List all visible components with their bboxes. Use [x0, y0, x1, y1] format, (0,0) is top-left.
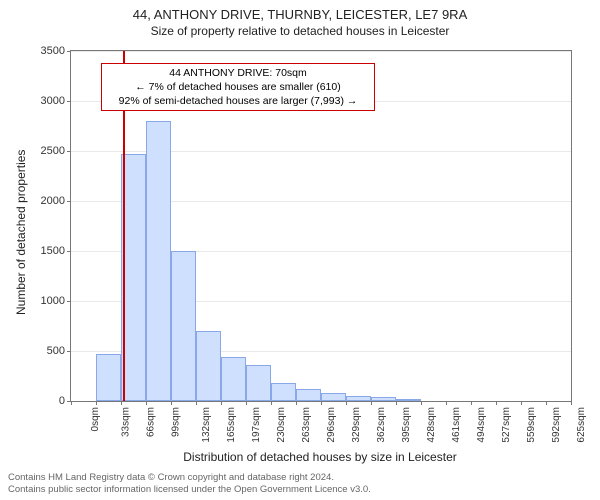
x-tick-label: 197sqm — [251, 407, 262, 443]
y-tick-label: 500 — [47, 345, 65, 357]
x-tick-label: 362sqm — [376, 407, 387, 443]
annotation-box: 44 ANTHONY DRIVE: 70sqm← 7% of detached … — [101, 63, 375, 111]
x-tick-label: 33sqm — [121, 407, 132, 437]
x-tick-label: 461sqm — [451, 407, 462, 443]
y-tick-label: 1000 — [41, 295, 65, 307]
y-tick-mark — [67, 201, 71, 202]
x-tick-mark — [221, 401, 222, 405]
y-tick-mark — [67, 251, 71, 252]
x-tick-mark — [371, 401, 372, 405]
annotation-line: ← 7% of detached houses are smaller (610… — [108, 80, 368, 94]
y-tick-mark — [67, 51, 71, 52]
x-tick-label: 165sqm — [226, 407, 237, 443]
x-tick-label: 329sqm — [351, 407, 362, 443]
y-tick-mark — [67, 101, 71, 102]
footer-line-1: Contains HM Land Registry data © Crown c… — [8, 472, 371, 484]
page-title: 44, ANTHONY DRIVE, THURNBY, LEICESTER, L… — [0, 6, 600, 23]
x-tick-label: 494sqm — [476, 407, 487, 443]
x-tick-mark — [246, 401, 247, 405]
x-tick-mark — [571, 401, 572, 405]
histogram-bar — [221, 357, 246, 401]
y-tick-label: 2000 — [41, 195, 65, 207]
y-tick-label: 3500 — [41, 45, 65, 57]
histogram-bar — [321, 393, 346, 401]
y-tick-mark — [67, 351, 71, 352]
x-tick-mark — [396, 401, 397, 405]
y-tick-mark — [67, 301, 71, 302]
x-tick-mark — [521, 401, 522, 405]
histogram-bar — [346, 396, 371, 402]
x-tick-label: 0sqm — [90, 407, 101, 431]
histogram-bar — [246, 365, 271, 401]
x-tick-label: 99sqm — [171, 407, 182, 437]
x-tick-label: 296sqm — [326, 407, 337, 443]
x-tick-mark — [196, 401, 197, 405]
histogram-bar — [96, 354, 121, 401]
x-tick-mark — [321, 401, 322, 405]
x-tick-label: 592sqm — [551, 407, 562, 443]
x-tick-label: 66sqm — [146, 407, 157, 437]
x-tick-mark — [71, 401, 72, 405]
x-tick-label: 395sqm — [401, 407, 412, 443]
x-tick-mark — [121, 401, 122, 405]
plot-area: 05001000150020002500300035000sqm33sqm66s… — [70, 50, 572, 402]
x-tick-mark — [171, 401, 172, 405]
page-subtitle: Size of property relative to detached ho… — [0, 23, 600, 40]
gridline — [71, 51, 571, 52]
x-tick-label: 527sqm — [501, 407, 512, 443]
x-tick-mark — [96, 401, 97, 405]
annotation-line: 92% of semi-detached houses are larger (… — [108, 94, 368, 108]
x-tick-mark — [146, 401, 147, 405]
x-tick-mark — [446, 401, 447, 405]
x-tick-mark — [271, 401, 272, 405]
histogram-bar — [196, 331, 221, 401]
x-axis-label: Distribution of detached houses by size … — [70, 450, 570, 464]
footer-line-2: Contains public sector information licen… — [8, 484, 371, 496]
x-tick-label: 559sqm — [526, 407, 537, 443]
histogram-bar — [396, 399, 421, 402]
y-tick-label: 3000 — [41, 95, 65, 107]
histogram-bar — [371, 397, 396, 402]
x-tick-mark — [421, 401, 422, 405]
y-tick-label: 0 — [59, 395, 65, 407]
page: 44, ANTHONY DRIVE, THURNBY, LEICESTER, L… — [0, 0, 600, 500]
x-tick-label: 132sqm — [201, 407, 212, 443]
title-block: 44, ANTHONY DRIVE, THURNBY, LEICESTER, L… — [0, 6, 600, 40]
x-tick-label: 625sqm — [576, 407, 587, 443]
histogram-bar — [296, 389, 321, 401]
histogram-bar — [271, 383, 296, 401]
x-tick-label: 230sqm — [276, 407, 287, 443]
histogram-bar — [171, 251, 196, 401]
x-tick-mark — [546, 401, 547, 405]
y-axis-label: Number of detached properties — [14, 150, 28, 315]
x-tick-label: 428sqm — [426, 407, 437, 443]
y-tick-label: 1500 — [41, 245, 65, 257]
license-footer: Contains HM Land Registry data © Crown c… — [8, 472, 371, 496]
x-tick-mark — [296, 401, 297, 405]
x-tick-mark — [346, 401, 347, 405]
x-tick-label: 263sqm — [301, 407, 312, 443]
y-tick-label: 2500 — [41, 145, 65, 157]
y-tick-mark — [67, 151, 71, 152]
annotation-line: 44 ANTHONY DRIVE: 70sqm — [108, 66, 368, 80]
x-tick-mark — [496, 401, 497, 405]
histogram-bar — [146, 121, 171, 401]
x-tick-mark — [471, 401, 472, 405]
